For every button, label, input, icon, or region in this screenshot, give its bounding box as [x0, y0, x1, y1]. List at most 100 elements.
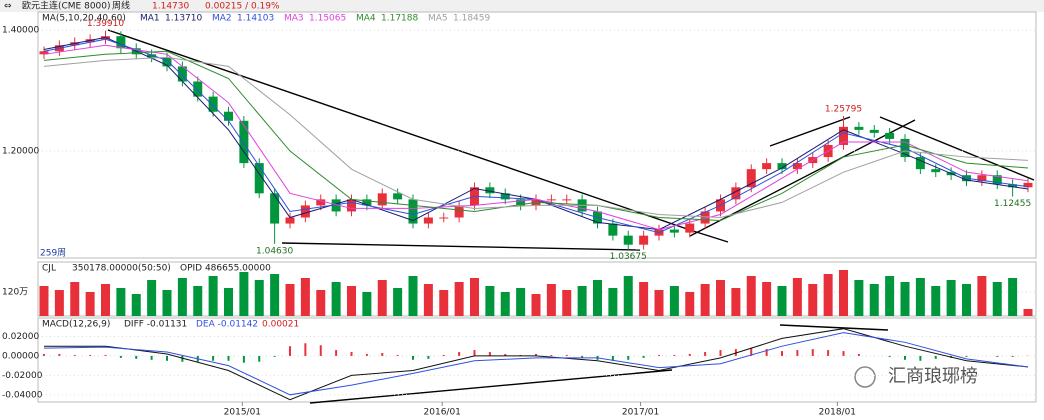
trendline — [769, 116, 851, 147]
legend-value: 1.18459 — [453, 14, 490, 24]
volume-bar — [562, 290, 572, 316]
change: 0.00215 / 0.19% — [205, 2, 280, 12]
volume-bar — [377, 280, 387, 316]
candle-body — [608, 223, 618, 236]
price: 1.14730 — [152, 2, 189, 12]
volume-bar — [593, 280, 602, 316]
volume-bar — [423, 284, 433, 316]
volume-bar — [869, 284, 879, 316]
volume-bar — [992, 282, 1002, 316]
symbol[interactable]: 欧元主连(CME 8000) — [22, 0, 111, 12]
extreme-label: 1.25795 — [825, 104, 862, 114]
candle-body — [546, 199, 556, 201]
volume-bar — [823, 274, 833, 316]
candle-body — [316, 199, 326, 206]
macd-title: MACD(12,26,9) — [42, 320, 110, 330]
volume-bar — [454, 282, 464, 316]
candle-body — [746, 169, 756, 188]
volume-bar — [300, 278, 310, 316]
candle-body — [454, 205, 464, 218]
candle-body — [992, 175, 1002, 185]
candle-body — [639, 235, 649, 245]
legend-value: 1.14103 — [237, 14, 274, 24]
candle-body — [777, 163, 787, 170]
volume-bar — [177, 278, 187, 316]
candle-body — [39, 51, 49, 55]
x-tick-label: 2017/01 — [622, 408, 659, 418]
candle-body — [377, 193, 387, 206]
candle-body — [562, 199, 572, 201]
extreme-label: 1.03675 — [610, 252, 647, 262]
volume-bar — [808, 284, 818, 316]
candle-body — [731, 187, 741, 200]
volume-bar — [1008, 278, 1018, 316]
legend-value: 1.13710 — [165, 14, 202, 24]
candle-body — [177, 66, 187, 82]
volume-bar — [485, 286, 495, 316]
dea-line — [43, 332, 1029, 396]
candle-body — [885, 132, 895, 139]
volume-bar — [224, 288, 233, 316]
ma-line — [43, 44, 1029, 231]
candle-body — [270, 193, 280, 224]
volume-bar — [470, 278, 479, 316]
volume-bar — [285, 284, 295, 316]
extreme-label: 1.39910 — [87, 19, 124, 29]
volume-bar — [362, 292, 372, 316]
volume-bar — [85, 292, 95, 316]
x-tick-label: 2016/01 — [424, 408, 461, 418]
candle-body — [224, 111, 233, 121]
ma-line — [43, 50, 1029, 222]
volume-bar — [162, 290, 172, 316]
volume-bar — [608, 288, 618, 316]
volume-bar — [654, 290, 664, 316]
candle-body — [331, 199, 341, 212]
volume-bar — [577, 286, 587, 316]
volume-bar — [839, 270, 848, 316]
volume-bar — [977, 276, 987, 316]
period-label: 259周 — [40, 248, 66, 259]
candle-body — [147, 54, 157, 58]
toolbar-bg — [0, 0, 1044, 12]
volume-bar — [39, 286, 49, 316]
legend-name: MA4 — [356, 14, 376, 24]
candle-body — [285, 217, 295, 224]
volume-bar — [131, 294, 141, 316]
macd-panel — [37, 317, 1037, 403]
candle-body — [931, 169, 941, 173]
candle-body — [1008, 184, 1018, 188]
candle-body — [792, 163, 802, 170]
trendline — [689, 229, 729, 243]
volume-bar — [54, 290, 64, 316]
y-tick-label: -0.02000 — [2, 371, 43, 381]
volume-bar — [331, 282, 341, 316]
volume-bar — [762, 282, 772, 316]
volume-bar — [746, 276, 756, 316]
watermark-icon — [854, 366, 876, 388]
opid-label: OPID 486655.00000 — [180, 264, 271, 274]
period[interactable]: 周线 — [112, 0, 130, 12]
candle-body — [408, 199, 418, 224]
trendline — [879, 116, 1035, 181]
x-tick-label: 2015/01 — [224, 408, 261, 418]
volume-bar — [193, 286, 203, 316]
candle-body — [193, 81, 203, 97]
legend-value: 1.15065 — [309, 14, 346, 24]
volume-bar — [854, 280, 864, 316]
volume-bar — [254, 280, 264, 316]
volume-bar — [531, 294, 541, 316]
volume-bar — [347, 286, 356, 316]
legend-name: MA5 — [428, 14, 448, 24]
candle-body — [839, 126, 848, 145]
candle-body — [393, 193, 403, 200]
y-tick-label: 1.40000 — [2, 26, 39, 36]
toolbar-icon: ⇔ — [4, 2, 12, 12]
volume-bar — [639, 282, 649, 316]
volume-bar — [546, 284, 556, 316]
candle-body — [669, 229, 679, 233]
volume-label: 350178.00000(50:50) — [72, 264, 171, 274]
candle-body — [116, 36, 126, 49]
candle-body — [854, 126, 864, 130]
legend-value: 1.17188 — [381, 14, 418, 24]
